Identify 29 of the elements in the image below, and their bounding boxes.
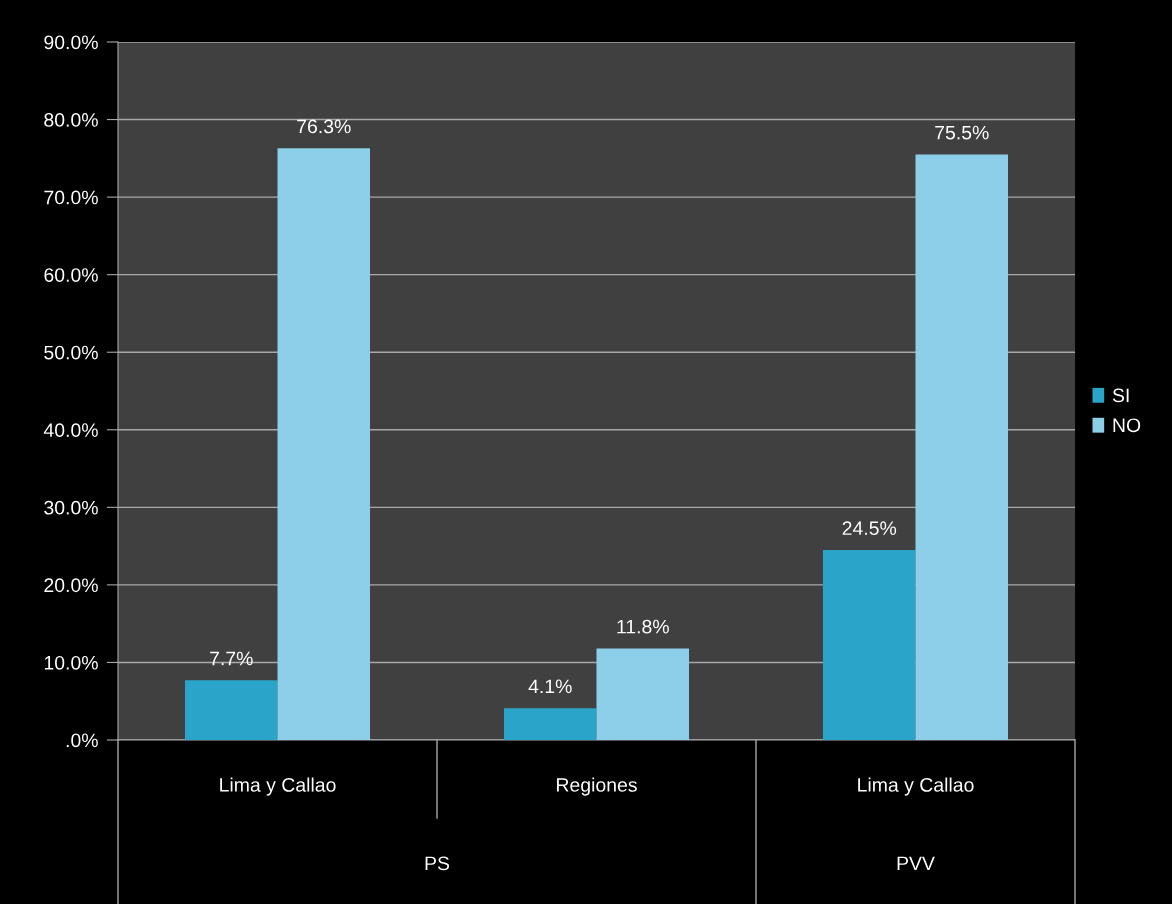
data-label: 76.3% — [297, 119, 351, 134]
legend-label: SI — [1112, 388, 1129, 403]
y-tick-label: .0% — [66, 733, 98, 748]
y-tick-label: 90.0% — [44, 35, 98, 50]
legend-label: NO — [1113, 418, 1141, 433]
y-tick-label: 60.0% — [44, 268, 98, 282]
bar — [277, 148, 371, 740]
bar — [184, 680, 278, 740]
x-tick-label: Lima y Callao — [220, 777, 336, 796]
y-tick-label: 20.0% — [44, 578, 98, 593]
y-tick-label: 70.0% — [44, 190, 98, 205]
data-label: 11.8% — [617, 619, 669, 634]
data-label: 75.5% — [935, 125, 989, 140]
y-tick-label: 80.0% — [44, 113, 98, 127]
data-label: 7.7% — [210, 651, 253, 666]
bar — [596, 648, 690, 740]
data-label: 4.1% — [528, 679, 572, 694]
x-tick-label: Regiones — [557, 777, 637, 796]
bar — [503, 708, 597, 740]
y-tick-label: 50.0% — [44, 345, 98, 360]
data-label: 24.5% — [842, 521, 897, 536]
bar — [915, 154, 1009, 740]
y-tick-label: 10.0% — [44, 655, 98, 670]
text: PS — [425, 856, 450, 871]
bar — [822, 549, 916, 740]
x-tick-label: Lima y Callao — [858, 777, 974, 796]
text: PVV — [897, 856, 935, 871]
y-tick-label: 30.0% — [44, 500, 98, 515]
y-tick-label: 40.0% — [43, 423, 98, 438]
